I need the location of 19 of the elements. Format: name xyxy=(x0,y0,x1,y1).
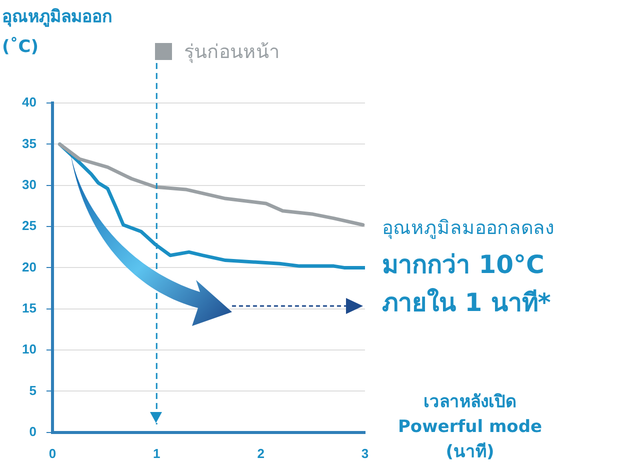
y-tick-label: 20 xyxy=(22,259,36,274)
text: มากกว่า 10°C xyxy=(382,249,546,281)
y-tick-label: 40 xyxy=(22,94,36,110)
y-axis-title: อุณหภูมิลมออก (˚C) xyxy=(2,6,113,59)
y-tick-label: 25 xyxy=(22,218,36,234)
x-tick-label: 0 xyxy=(48,446,56,461)
x-tick-label: 2 xyxy=(257,446,264,461)
y-tick-label: 30 xyxy=(22,176,36,192)
y-tick-label: 10 xyxy=(22,342,36,357)
y-tick-label: 35 xyxy=(22,136,36,151)
x-tick-label: 3 xyxy=(361,446,369,461)
y-tick-label: 5 xyxy=(29,382,36,398)
text: อุณหภูมิลมออกลดลง xyxy=(382,216,555,241)
y-tick-label: 15 xyxy=(22,300,36,316)
x-axis-title: เวลาหลังเปิด Powerful mode (นาที) xyxy=(396,391,544,464)
y-tick-label: 0 xyxy=(29,424,36,439)
x-tick-label: 1 xyxy=(153,446,160,461)
text: ภายใน 1 นาที* xyxy=(382,287,552,319)
legend-label: รุ่นก่อนหน้า xyxy=(184,41,280,63)
